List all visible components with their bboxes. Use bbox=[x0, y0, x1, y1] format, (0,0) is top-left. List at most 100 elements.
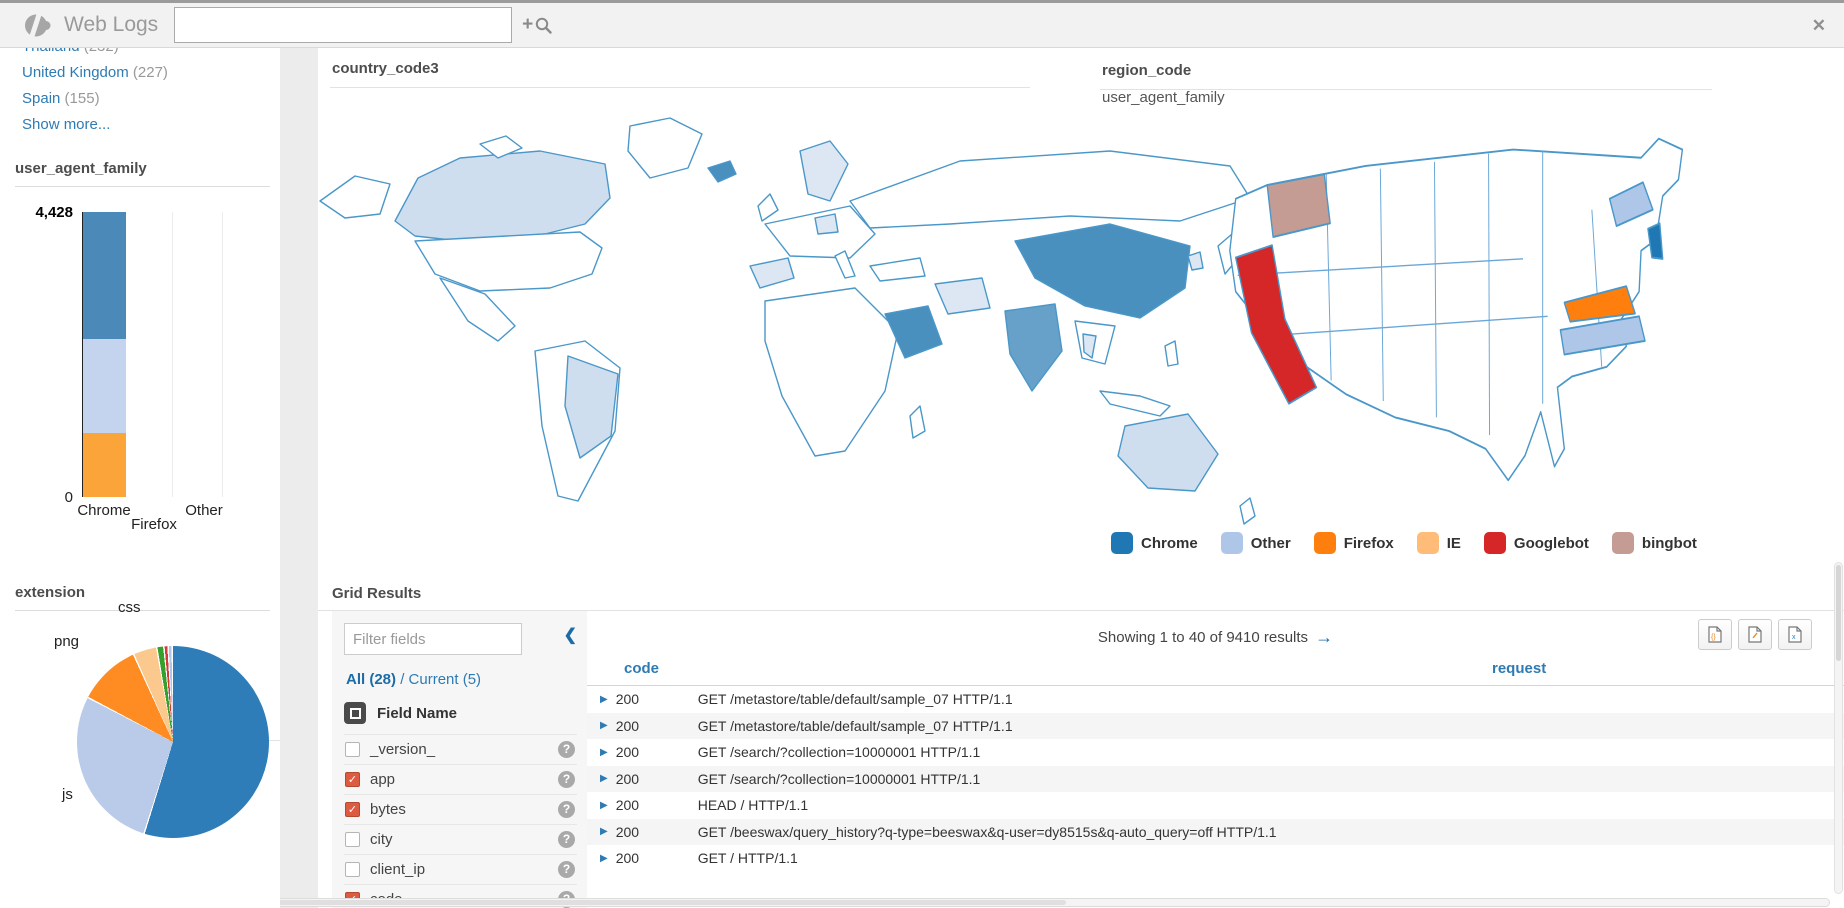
facet-item[interactable]: Thailand (232) bbox=[22, 48, 280, 60]
scrollbar-thumb[interactable] bbox=[10, 900, 1066, 905]
expand-row-icon[interactable]: ▶ bbox=[600, 826, 608, 838]
map-region-scandinavia[interactable] bbox=[799, 140, 849, 202]
help-icon[interactable]: ? bbox=[558, 741, 575, 758]
user-agent-bar-chart: 4,428 4,000 3,000 2,000 bbox=[0, 204, 280, 749]
expand-row-icon[interactable]: ▶ bbox=[600, 852, 608, 864]
field-checkbox[interactable]: ✓ bbox=[345, 742, 360, 757]
table-row[interactable]: ▶ 200 GET /search/?collection=10000001 H… bbox=[587, 739, 1844, 766]
field-checkbox[interactable]: ✓ bbox=[345, 802, 360, 817]
xls-file-icon: x bbox=[1788, 626, 1802, 643]
extension-pie-chart[interactable] bbox=[77, 646, 269, 838]
expand-row-icon[interactable]: ▶ bbox=[600, 799, 608, 811]
facet-item[interactable]: United Kingdom (227) bbox=[22, 60, 280, 86]
pie-slice-label: css bbox=[118, 599, 141, 616]
help-icon[interactable]: ? bbox=[558, 801, 575, 818]
vertical-scrollbar[interactable] bbox=[1834, 562, 1843, 894]
map-region-saudi-arabia[interactable] bbox=[884, 305, 943, 359]
all-fields-link[interactable]: All (28) bbox=[346, 671, 397, 688]
table-row[interactable]: ▶ 200 GET /metastore/table/default/sampl… bbox=[587, 712, 1844, 739]
results-area: Showing 1 to 40 of 9410 results → {} bbox=[587, 611, 1844, 908]
map-region-spain[interactable] bbox=[749, 257, 795, 289]
add-search-button[interactable]: + bbox=[522, 14, 553, 36]
help-icon[interactable]: ? bbox=[558, 831, 575, 848]
table-row[interactable]: ▶ 200 GET / HTTP/1.1 bbox=[587, 845, 1844, 872]
collapse-panel-icon[interactable]: ❮ bbox=[563, 627, 577, 644]
help-icon[interactable]: ? bbox=[558, 771, 575, 788]
scrollbar-thumb[interactable] bbox=[1836, 565, 1841, 661]
field-row[interactable]: ✓ app ? bbox=[344, 764, 577, 794]
current-fields-link[interactable]: Current (5) bbox=[408, 671, 482, 688]
csv-file-icon: {} bbox=[1708, 626, 1722, 643]
expand-row-icon[interactable]: ▶ bbox=[600, 720, 608, 732]
page-title: Web Logs bbox=[64, 13, 159, 36]
table-row[interactable]: ▶ 200 GET /search/?collection=10000001 H… bbox=[587, 765, 1844, 792]
map-region-india[interactable] bbox=[1004, 303, 1063, 392]
map-region-virginia[interactable] bbox=[1563, 285, 1636, 323]
show-more-link[interactable]: Show more... bbox=[22, 116, 111, 133]
export-xls-button[interactable]: x bbox=[1778, 619, 1812, 650]
column-header-code[interactable]: code bbox=[624, 660, 660, 677]
map-region-new-york[interactable] bbox=[1608, 181, 1654, 228]
cell-code: 200 bbox=[615, 850, 640, 867]
map-region-thailand[interactable] bbox=[1082, 333, 1097, 359]
legend-item: bingbot bbox=[1611, 532, 1697, 554]
table-row[interactable]: ▶ 200 GET /metastore/table/default/sampl… bbox=[587, 686, 1844, 713]
map-region-north-carolina[interactable] bbox=[1559, 315, 1646, 356]
bar[interactable] bbox=[83, 432, 126, 497]
facet-link[interactable]: Thailand bbox=[22, 48, 80, 55]
field-row[interactable]: ✓ _version_ ? bbox=[344, 734, 577, 764]
us-choropleth-map[interactable] bbox=[1218, 114, 1828, 524]
field-checkbox[interactable]: ✓ bbox=[345, 772, 360, 787]
svg-text:{}: {} bbox=[1711, 634, 1716, 641]
y-tick-label: 0 bbox=[64, 489, 73, 506]
hue-logo-icon[interactable] bbox=[24, 12, 51, 39]
field-name-label: bytes bbox=[370, 801, 406, 818]
map-region-brazil[interactable] bbox=[564, 355, 619, 459]
map-region-south-korea[interactable] bbox=[1187, 251, 1204, 271]
cell-request: GET / HTTP/1.1 bbox=[697, 850, 798, 867]
bar-chart-plot: 4,428 4,000 3,000 2,000 bbox=[35, 204, 280, 749]
us-map-subtitle: user_agent_family bbox=[1102, 89, 1225, 106]
field-name-label: _version_ bbox=[370, 741, 436, 758]
export-json-button[interactable] bbox=[1738, 619, 1772, 650]
map-region-california[interactable] bbox=[1235, 244, 1318, 405]
expand-row-icon[interactable]: ▶ bbox=[600, 746, 608, 758]
map-region-iceland[interactable] bbox=[707, 160, 737, 183]
field-row[interactable]: ✓ city ? bbox=[344, 824, 577, 854]
magnifier-icon bbox=[536, 17, 552, 34]
world-choropleth-map[interactable] bbox=[310, 106, 1275, 536]
field-row[interactable]: ✓ bytes ? bbox=[344, 794, 577, 824]
field-name-header: Field Name bbox=[344, 702, 577, 734]
legend-item: Googlebot bbox=[1483, 532, 1589, 554]
field-header-label: Field Name bbox=[377, 704, 458, 722]
map-region-new-jersey[interactable] bbox=[1647, 222, 1664, 260]
map-region-germany[interactable] bbox=[814, 213, 839, 235]
next-page-arrow-icon[interactable]: → bbox=[1315, 627, 1334, 647]
expand-row-icon[interactable]: ▶ bbox=[600, 773, 608, 785]
map-region-australia[interactable] bbox=[1117, 413, 1219, 492]
expand-row-icon[interactable]: ▶ bbox=[600, 693, 608, 705]
select-all-checkbox[interactable] bbox=[344, 702, 366, 724]
filter-fields-input[interactable] bbox=[344, 623, 522, 655]
help-icon[interactable]: ? bbox=[558, 861, 575, 878]
column-header-request[interactable]: request bbox=[1492, 660, 1547, 677]
close-icon[interactable]: ✕ bbox=[1811, 16, 1826, 35]
field-checkbox[interactable]: ✓ bbox=[345, 862, 360, 877]
export-csv-button[interactable]: {} bbox=[1698, 619, 1732, 650]
search-input[interactable] bbox=[174, 7, 513, 43]
field-row[interactable]: ✓ client_ip ? bbox=[344, 854, 577, 884]
cell-request: GET /metastore/table/default/sample_07 H… bbox=[697, 717, 1013, 734]
facet-link[interactable]: Spain bbox=[22, 90, 61, 107]
table-row[interactable]: ▶ 200 HEAD / HTTP/1.1 bbox=[587, 792, 1844, 819]
legend-item: Chrome bbox=[1111, 532, 1198, 554]
map-region-china[interactable] bbox=[1014, 223, 1191, 319]
facet-item[interactable]: Spain (155) bbox=[22, 86, 280, 112]
map-legend: Chrome Other Firefox IE Googlebot bbox=[1111, 532, 1720, 554]
horizontal-scrollbar[interactable] bbox=[8, 898, 1830, 907]
facet-link[interactable]: United Kingdom bbox=[22, 64, 129, 81]
map-region-iran[interactable] bbox=[934, 277, 991, 315]
field-checkbox[interactable]: ✓ bbox=[345, 832, 360, 847]
map-region-washington[interactable] bbox=[1266, 173, 1331, 238]
map-region-canada[interactable] bbox=[394, 150, 611, 242]
table-row[interactable]: ▶ 200 GET /beeswax/query_history?q-type=… bbox=[587, 818, 1844, 845]
